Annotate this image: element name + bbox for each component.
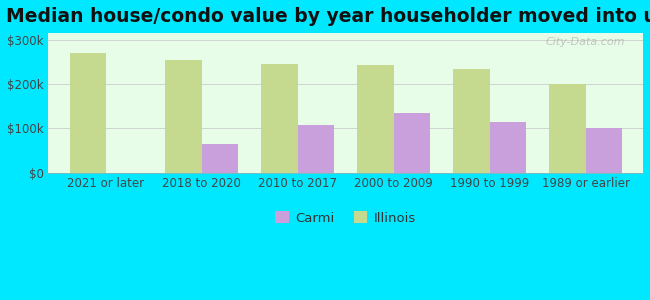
Bar [70, 53, 106, 172]
Bar [549, 84, 586, 172]
Bar [358, 65, 394, 172]
Title: Median house/condo value by year householder moved into unit: Median house/condo value by year househo… [6, 7, 650, 26]
Bar [394, 113, 430, 172]
Bar [202, 144, 239, 172]
Legend: Carmi, Illinois: Carmi, Illinois [276, 211, 416, 225]
Bar [298, 125, 334, 172]
Bar [586, 128, 622, 172]
Bar [261, 64, 298, 172]
Bar [489, 122, 526, 172]
Bar [453, 68, 489, 172]
Text: City-Data.com: City-Data.com [546, 37, 625, 47]
Bar [166, 60, 202, 172]
